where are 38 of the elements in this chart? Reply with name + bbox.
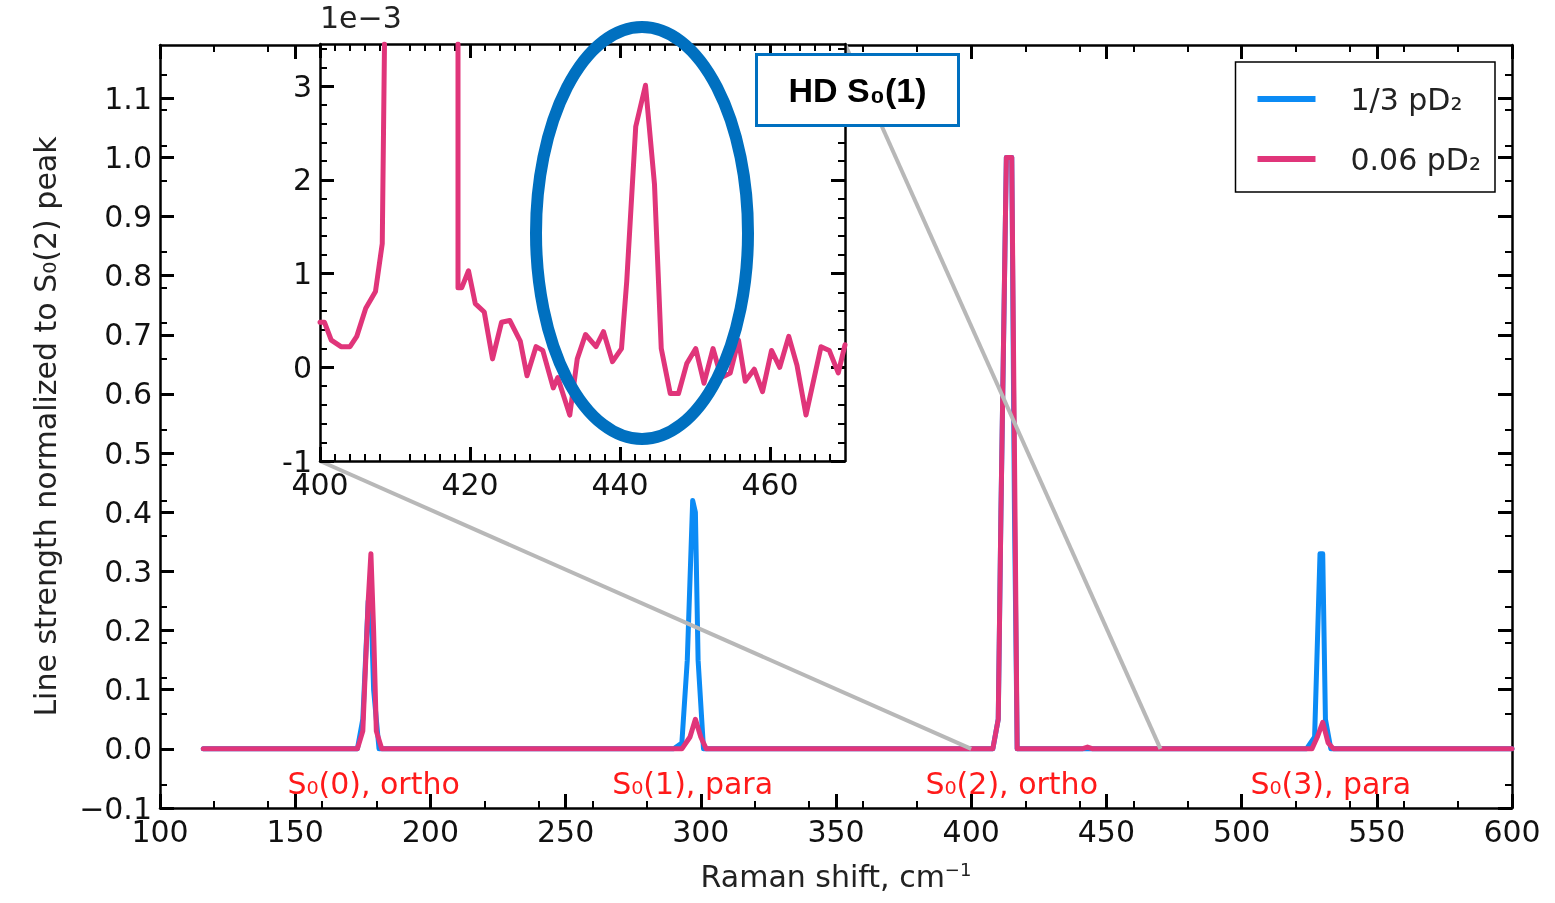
- x-tick-label: 150: [266, 813, 324, 849]
- legend-label: 0.06 pD₂: [1350, 141, 1482, 177]
- annotation: S₀(1), para: [612, 765, 774, 801]
- x-tick-label: 250: [536, 813, 595, 849]
- x-tick-label: 450: [1077, 813, 1136, 849]
- x-tick-label: 420: [441, 466, 499, 502]
- annotation: S₀(3), para: [1250, 765, 1412, 801]
- x-tick-label: 300: [672, 813, 730, 849]
- y-tick-label: 0.5: [104, 435, 152, 471]
- y-tick-label: 0.4: [104, 494, 152, 530]
- x-tick-label: 200: [401, 813, 460, 849]
- y-tick-label: 0.3: [104, 553, 152, 589]
- text: 1e−3: [320, 0, 402, 35]
- annotation: HD S₀(1): [755, 53, 960, 127]
- legend-label: 1/3 pD₂: [1350, 81, 1463, 117]
- y-tick-label: 1.0: [104, 139, 152, 175]
- y-tick-label: 0.6: [104, 376, 152, 412]
- y-tick-label: 0.1: [104, 672, 152, 708]
- x-tick-label: 440: [591, 466, 649, 502]
- y-tick-label: 0.2: [104, 613, 152, 649]
- y-axis-title: Line strength normalized to S₀(2) peak: [27, 135, 63, 717]
- y-tick-label: 0.7: [104, 317, 152, 353]
- x-tick-label: 600: [1483, 813, 1541, 849]
- y-tick-label: 0: [292, 349, 312, 385]
- x-tick-label: 350: [807, 813, 865, 849]
- annotation: S₀(2), ortho: [925, 765, 1098, 801]
- y-tick-label: 0.9: [104, 199, 152, 235]
- y-tick-label: 2: [292, 162, 312, 198]
- y-tick-label: 0.0: [104, 731, 152, 767]
- x-tick-label: 460: [741, 466, 799, 502]
- y-tick-label: 3: [292, 68, 312, 104]
- y-tick-label: 1.1: [104, 80, 152, 116]
- x-tick-label: 500: [1212, 813, 1271, 849]
- y-tick-label: 0.8: [104, 258, 152, 294]
- x-tick-label: 400: [942, 813, 1000, 849]
- y-tick-label: 1: [292, 256, 312, 292]
- x-tick-label: 550: [1348, 813, 1406, 849]
- annotation: S₀(0), ortho: [287, 765, 460, 801]
